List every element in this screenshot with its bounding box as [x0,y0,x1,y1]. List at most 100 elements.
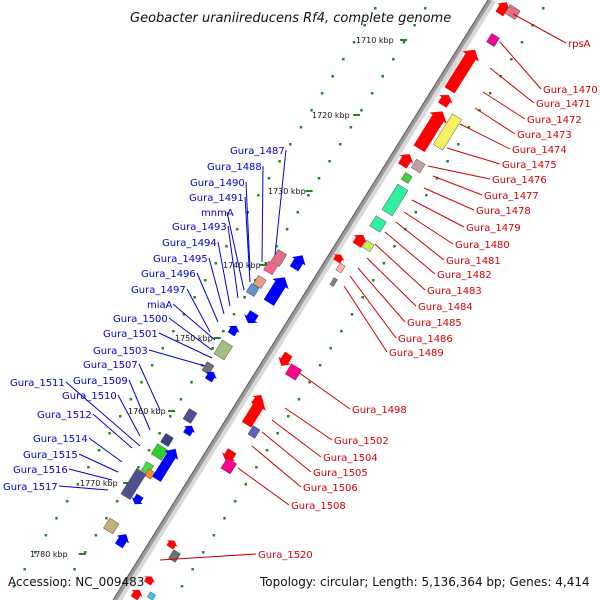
gene-1504-arrow [241,399,266,428]
gene-label-left: Gura_1495 [153,254,208,265]
gene-label-right: Gura_1498 [352,405,407,416]
track-dot-1 [137,466,140,469]
gene-1474-arrow [413,111,447,153]
track-dot-1 [105,517,108,520]
gene-1494-arrow-shape [263,277,289,306]
gene-1496-arrow [244,310,259,324]
leader-right [403,211,454,245]
gene-label-left: Gura_1510 [62,391,117,402]
track-dot-1 [413,24,416,27]
track-dot-1 [211,347,214,350]
gene-1496-arrow-shape [244,310,259,324]
gene-label-left: Gura_1516 [13,465,68,476]
gene-label-right: Gura_1475 [502,160,557,171]
gene-1474-block [433,113,462,151]
track-dot-2 [276,432,279,435]
track-dot-0 [76,483,79,486]
track-dot-0 [225,245,228,248]
leader-left [128,379,151,431]
gene-label-right: Gura_1478 [476,206,531,217]
track-dot-1 [73,568,76,571]
leader-right [384,231,436,275]
gene-label-left: Gura_1497 [131,285,186,296]
track-dot-2 [520,41,524,44]
track-dot-0 [23,568,26,571]
leader-left [245,181,251,271]
leader-left [172,303,216,341]
gene-label-right: Gura_1470 [543,85,598,96]
gene-1487-block-shape [270,249,287,267]
track-dot-2 [414,211,417,214]
track-dot-1 [392,58,395,61]
gene-1471-block-shape [486,33,500,47]
leader-right [261,431,312,473]
gene-1508-block-shape [220,457,237,475]
gene-label-right: Gura_1477 [484,191,539,202]
gene-1511-block [150,443,169,461]
gene-1484-block [335,262,346,274]
track-dot-0 [257,194,260,197]
gene-1472-arrow-shape [444,49,479,94]
leader-left [65,381,141,447]
gene-1488-block-shape [263,260,278,276]
track-dot-2 [340,330,343,333]
gene-label-right: Gura_1482 [437,270,492,281]
gene-label-right: Gura_1485 [407,318,462,329]
track-dot-1 [296,211,299,214]
gene-1518-block [103,517,120,535]
gene-1508-block [220,457,237,475]
leader-right [512,13,567,44]
track-dot-1 [62,585,66,588]
leader-right [357,267,406,323]
gene-1494-arrow [263,277,289,306]
gene-1487-block [270,249,287,267]
leader-left [58,485,109,491]
leader-left [78,453,119,473]
track-dot-2 [244,483,247,486]
track-dot-0 [12,585,16,588]
gene-label-left: Gura_1488 [207,162,262,173]
track-dot-1 [94,534,98,537]
track-dot-2 [329,347,332,350]
leader-left [208,257,225,315]
leader-left [261,165,264,263]
track-dot-0 [331,75,334,78]
gene-1519-arrow-shape [114,534,129,549]
leader-right [159,553,257,561]
gene-rpsA-shape [495,2,510,17]
gene-label-left: Gura_1487 [230,146,285,157]
gene-label-right: Gura_1483 [427,286,482,297]
backbone-shadow [115,0,496,600]
leader-left [244,196,251,283]
gene-label-left: Gura_1509 [73,376,128,387]
leader-left [148,349,206,367]
gene-1498-block-shape [284,363,303,381]
track-dot-0 [235,228,239,231]
track-dot-2 [350,313,354,316]
gene-1517-arrow [131,493,144,505]
gene-label-right: Gura_1472 [527,115,582,126]
leader-right [427,165,491,180]
leader-right [284,407,333,441]
gene-1484-block-shape [335,262,346,274]
gene-1473-arrow-shape [438,94,453,108]
track-dot-2 [510,58,513,61]
ruler-label: 1710 kbp [356,36,394,45]
track-dot-0 [278,160,281,163]
track-dot-2 [488,92,492,95]
gene-1520-arrow [166,540,178,550]
gene-1475-arrow-shape [398,154,414,169]
track-dot-1 [179,398,183,401]
gene-1520-arrow-shape [166,540,178,550]
track-dot-0 [140,381,143,384]
gene-label-left: Gura_1501 [103,329,158,340]
gene-1521-arrow-shape [143,576,156,586]
gene-miaA-block [213,339,233,361]
gene-1488-block [263,260,278,276]
gene-label-left: Gura_1494 [162,238,217,249]
map-title: Geobacter uraniireducens Rf4, complete g… [130,11,451,26]
gene-1515-block [144,468,156,480]
leader-right [343,285,388,353]
gene-1479-block-shape [369,215,387,233]
